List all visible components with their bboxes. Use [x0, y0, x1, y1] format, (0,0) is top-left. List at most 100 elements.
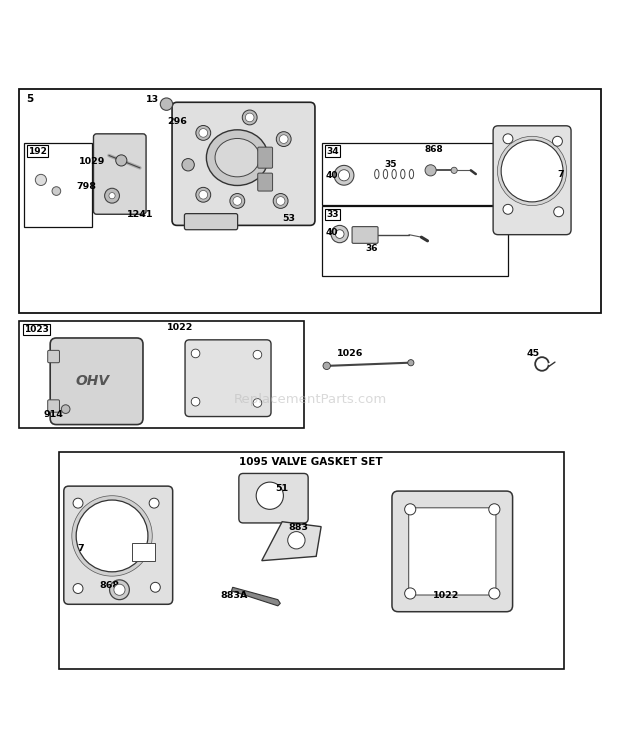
Circle shape: [242, 110, 257, 125]
Circle shape: [191, 397, 200, 406]
FancyBboxPatch shape: [94, 134, 146, 214]
Bar: [322, 143, 508, 205]
Bar: [19, 89, 601, 313]
Circle shape: [35, 174, 46, 185]
FancyBboxPatch shape: [132, 543, 156, 561]
Circle shape: [196, 126, 211, 141]
Circle shape: [61, 405, 70, 414]
Circle shape: [151, 583, 161, 592]
FancyBboxPatch shape: [172, 102, 315, 225]
FancyBboxPatch shape: [258, 147, 273, 168]
FancyBboxPatch shape: [184, 214, 237, 230]
Circle shape: [335, 230, 344, 238]
FancyBboxPatch shape: [493, 126, 571, 234]
Circle shape: [233, 196, 242, 205]
Text: 914: 914: [43, 409, 63, 419]
Text: 51: 51: [276, 484, 289, 493]
Circle shape: [116, 155, 127, 166]
Text: 1241: 1241: [126, 210, 153, 219]
Text: 1023: 1023: [24, 325, 49, 334]
Text: 35: 35: [384, 160, 397, 170]
Text: 883A: 883A: [221, 591, 248, 600]
FancyBboxPatch shape: [185, 340, 271, 417]
Circle shape: [339, 170, 350, 181]
Circle shape: [425, 164, 436, 176]
Circle shape: [451, 167, 457, 173]
Text: 36: 36: [366, 244, 378, 253]
Circle shape: [334, 165, 354, 185]
Text: 53: 53: [282, 214, 295, 223]
Circle shape: [273, 193, 288, 208]
Circle shape: [405, 588, 416, 599]
Circle shape: [114, 584, 125, 595]
Circle shape: [323, 362, 330, 370]
Circle shape: [489, 504, 500, 515]
Circle shape: [554, 207, 564, 217]
FancyBboxPatch shape: [392, 491, 513, 612]
Circle shape: [246, 113, 254, 122]
Ellipse shape: [206, 129, 268, 185]
Text: 192: 192: [28, 147, 46, 155]
Circle shape: [110, 580, 130, 600]
Text: 1026: 1026: [337, 349, 363, 358]
Text: 1029: 1029: [79, 157, 105, 166]
Circle shape: [76, 500, 148, 572]
Ellipse shape: [215, 138, 260, 177]
Circle shape: [503, 134, 513, 144]
Circle shape: [52, 187, 61, 196]
Circle shape: [149, 498, 159, 508]
FancyBboxPatch shape: [239, 473, 308, 523]
Circle shape: [230, 193, 245, 208]
Circle shape: [199, 129, 208, 137]
Text: 1095 VALVE GASKET SET: 1095 VALVE GASKET SET: [239, 457, 383, 466]
Circle shape: [105, 188, 120, 203]
Circle shape: [405, 504, 416, 515]
Text: 7: 7: [557, 170, 564, 179]
Circle shape: [497, 136, 567, 205]
Text: 798: 798: [76, 182, 96, 191]
Text: OHV: OHV: [76, 374, 110, 388]
Circle shape: [501, 140, 563, 202]
Text: 13: 13: [146, 95, 159, 104]
Circle shape: [253, 350, 262, 359]
Circle shape: [277, 196, 285, 205]
FancyBboxPatch shape: [48, 350, 60, 363]
Circle shape: [73, 498, 83, 508]
Bar: [19, 321, 304, 428]
Circle shape: [161, 98, 172, 110]
Text: 33: 33: [326, 210, 339, 219]
FancyBboxPatch shape: [409, 508, 496, 595]
Text: 868: 868: [99, 581, 119, 590]
Circle shape: [280, 135, 288, 144]
Polygon shape: [262, 522, 321, 561]
Circle shape: [256, 482, 283, 510]
Circle shape: [552, 136, 562, 147]
Circle shape: [489, 588, 500, 599]
Circle shape: [109, 193, 115, 199]
Circle shape: [73, 583, 83, 594]
Circle shape: [199, 190, 208, 199]
Text: 45: 45: [526, 349, 539, 358]
Text: 40: 40: [326, 171, 338, 180]
FancyBboxPatch shape: [50, 338, 143, 425]
FancyBboxPatch shape: [258, 173, 273, 191]
Text: 34: 34: [326, 147, 339, 155]
Text: ReplacementParts.com: ReplacementParts.com: [233, 394, 387, 406]
Circle shape: [331, 225, 348, 243]
Circle shape: [196, 187, 211, 202]
Circle shape: [288, 532, 305, 549]
Circle shape: [253, 399, 262, 407]
FancyBboxPatch shape: [64, 486, 172, 604]
Bar: [24, 143, 92, 227]
Bar: [322, 206, 508, 276]
Circle shape: [277, 132, 291, 147]
Circle shape: [408, 359, 414, 366]
FancyBboxPatch shape: [352, 227, 378, 243]
Text: 7: 7: [78, 544, 84, 553]
Text: 40: 40: [326, 228, 338, 237]
Polygon shape: [231, 587, 280, 606]
Circle shape: [72, 496, 153, 576]
Text: 883: 883: [289, 523, 309, 533]
Circle shape: [182, 158, 194, 171]
Text: 5: 5: [27, 94, 34, 103]
